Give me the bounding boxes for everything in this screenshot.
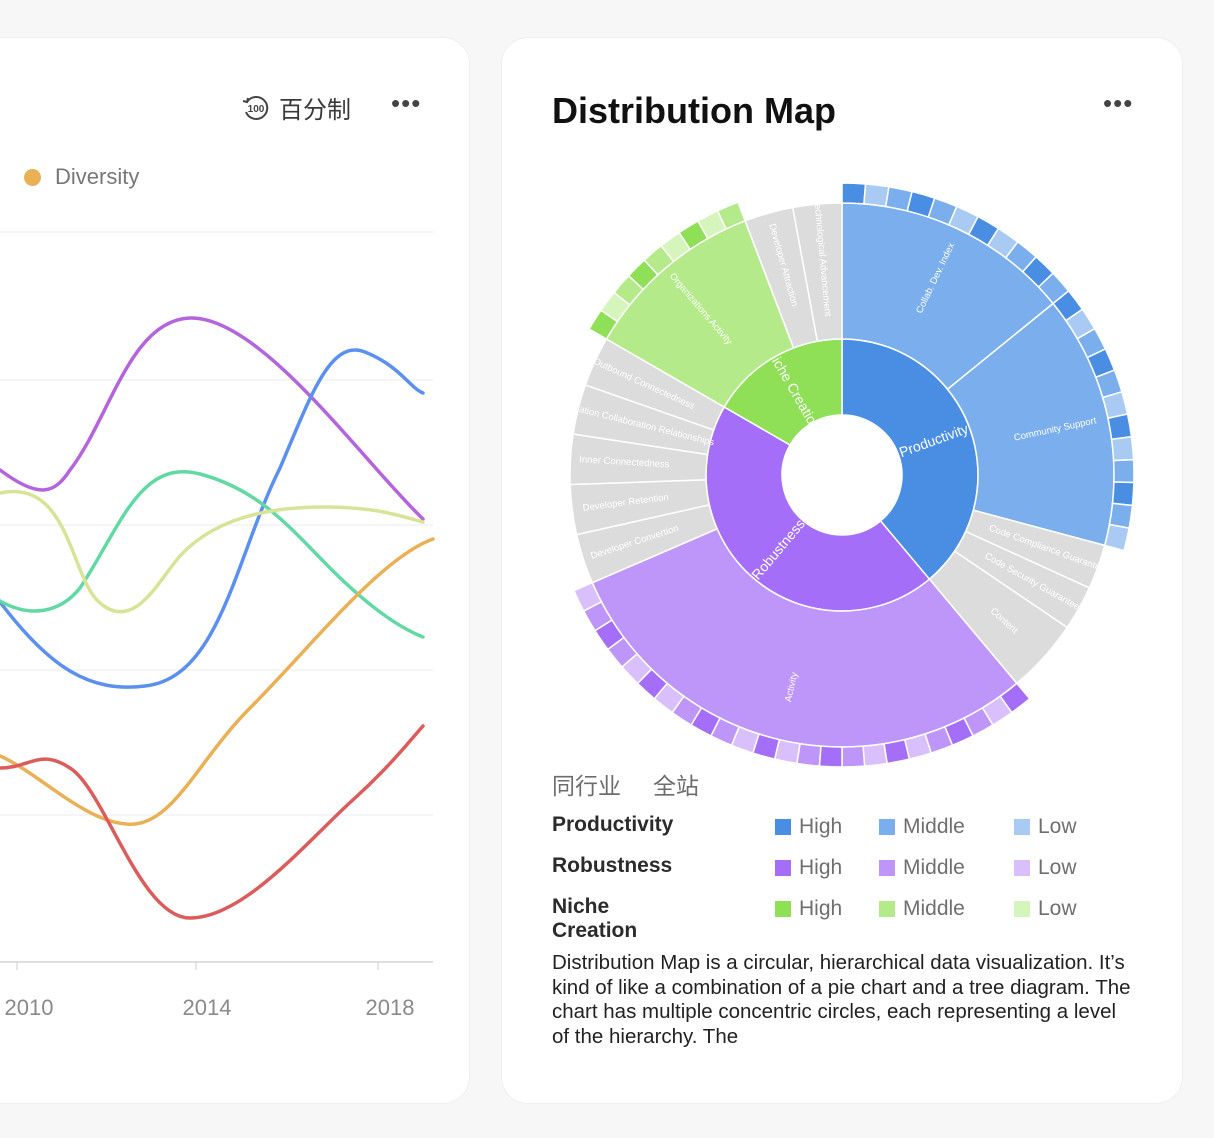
legend-swatch: [775, 860, 791, 876]
x-tick-label: 2010: [5, 995, 54, 1020]
svg-text:100: 100: [248, 104, 265, 115]
sunburst-middle-segment[interactable]: [791, 202, 843, 343]
series-line: [0, 537, 435, 826]
sunburst-outer-segment[interactable]: [883, 738, 911, 765]
x-tick-label: 2018: [366, 995, 415, 1020]
sunburst-outer-segment[interactable]: [796, 742, 822, 767]
sunburst-outer-segment[interactable]: [1103, 523, 1130, 552]
trend-card: 100 百分制 ••• Diversity 2010 2014 2018: [0, 38, 469, 1103]
legend-item-high[interactable]: High: [775, 815, 842, 839]
legend-swatch: [1014, 819, 1030, 835]
card-title: Distribution Map: [552, 90, 836, 131]
grid-lines: [0, 231, 433, 816]
sunburst-outer-segment[interactable]: [1112, 458, 1135, 484]
legend-item-high[interactable]: High: [775, 897, 842, 921]
legend-item-middle[interactable]: Middle: [879, 897, 965, 921]
legend-item-middle[interactable]: Middle: [879, 815, 965, 839]
legend-swatch: [775, 819, 791, 835]
toggle-label: 百分制: [279, 97, 351, 124]
series-line: [0, 724, 425, 920]
legend-swatch: [1014, 901, 1030, 917]
legend-item-high[interactable]: High: [775, 856, 842, 880]
tab-same-industry[interactable]: 同行业: [552, 773, 621, 799]
x-tick-label: 2014: [183, 995, 232, 1020]
middle-segment-label: Inner Connectedness: [579, 454, 670, 470]
distribution-map-card: Distribution Map ••• Productivity Collab.…: [502, 38, 1182, 1103]
series-line: [0, 348, 425, 689]
sunburst-outer-segment[interactable]: [1107, 413, 1133, 441]
legend-swatch: [1014, 860, 1030, 876]
sunburst-outer-segment[interactable]: [862, 742, 888, 767]
legend-swatch: [879, 819, 895, 835]
sunburst-outer-segment[interactable]: [841, 182, 867, 205]
series-line: [0, 316, 425, 521]
legend-item-low[interactable]: Low: [1014, 897, 1077, 921]
score-100-icon: 100: [242, 95, 269, 120]
legend-item-low[interactable]: Low: [1014, 856, 1077, 880]
trend-line-chart: 2010 2014 2018: [0, 231, 435, 1020]
legend-item-middle[interactable]: Middle: [879, 856, 965, 880]
tab-whole-site[interactable]: 全站: [653, 773, 699, 799]
scope-tabs: 同行业 全站: [552, 767, 699, 801]
legend-category: Niche Creation: [552, 895, 638, 942]
legend-item-low[interactable]: Low: [1014, 815, 1077, 839]
series-line: [0, 489, 425, 614]
sunburst-outer-segment[interactable]: [1111, 481, 1135, 507]
legend-swatch: [775, 901, 791, 917]
sunburst-outer-segment[interactable]: [841, 745, 866, 768]
series-line: [0, 470, 425, 639]
chart-description: Distribution Map is a circular, hierarch…: [552, 951, 1131, 1048]
legend-dot: [24, 168, 41, 186]
legend-category: Robustness: [552, 854, 673, 877]
sunburst-outer-segment[interactable]: [1110, 435, 1135, 462]
legend-label[interactable]: Diversity: [55, 164, 140, 189]
legend-category: Productivity: [552, 813, 674, 836]
sunburst-outer-segment[interactable]: [863, 183, 890, 208]
legend-swatch: [879, 901, 895, 917]
sunburst-center: [782, 415, 902, 535]
sunburst-outer-segment[interactable]: [818, 745, 843, 768]
legend-swatch: [879, 860, 895, 876]
percentage-scale-toggle[interactable]: 100 百分制: [241, 90, 351, 125]
chart-legend: Diversity: [24, 164, 139, 190]
